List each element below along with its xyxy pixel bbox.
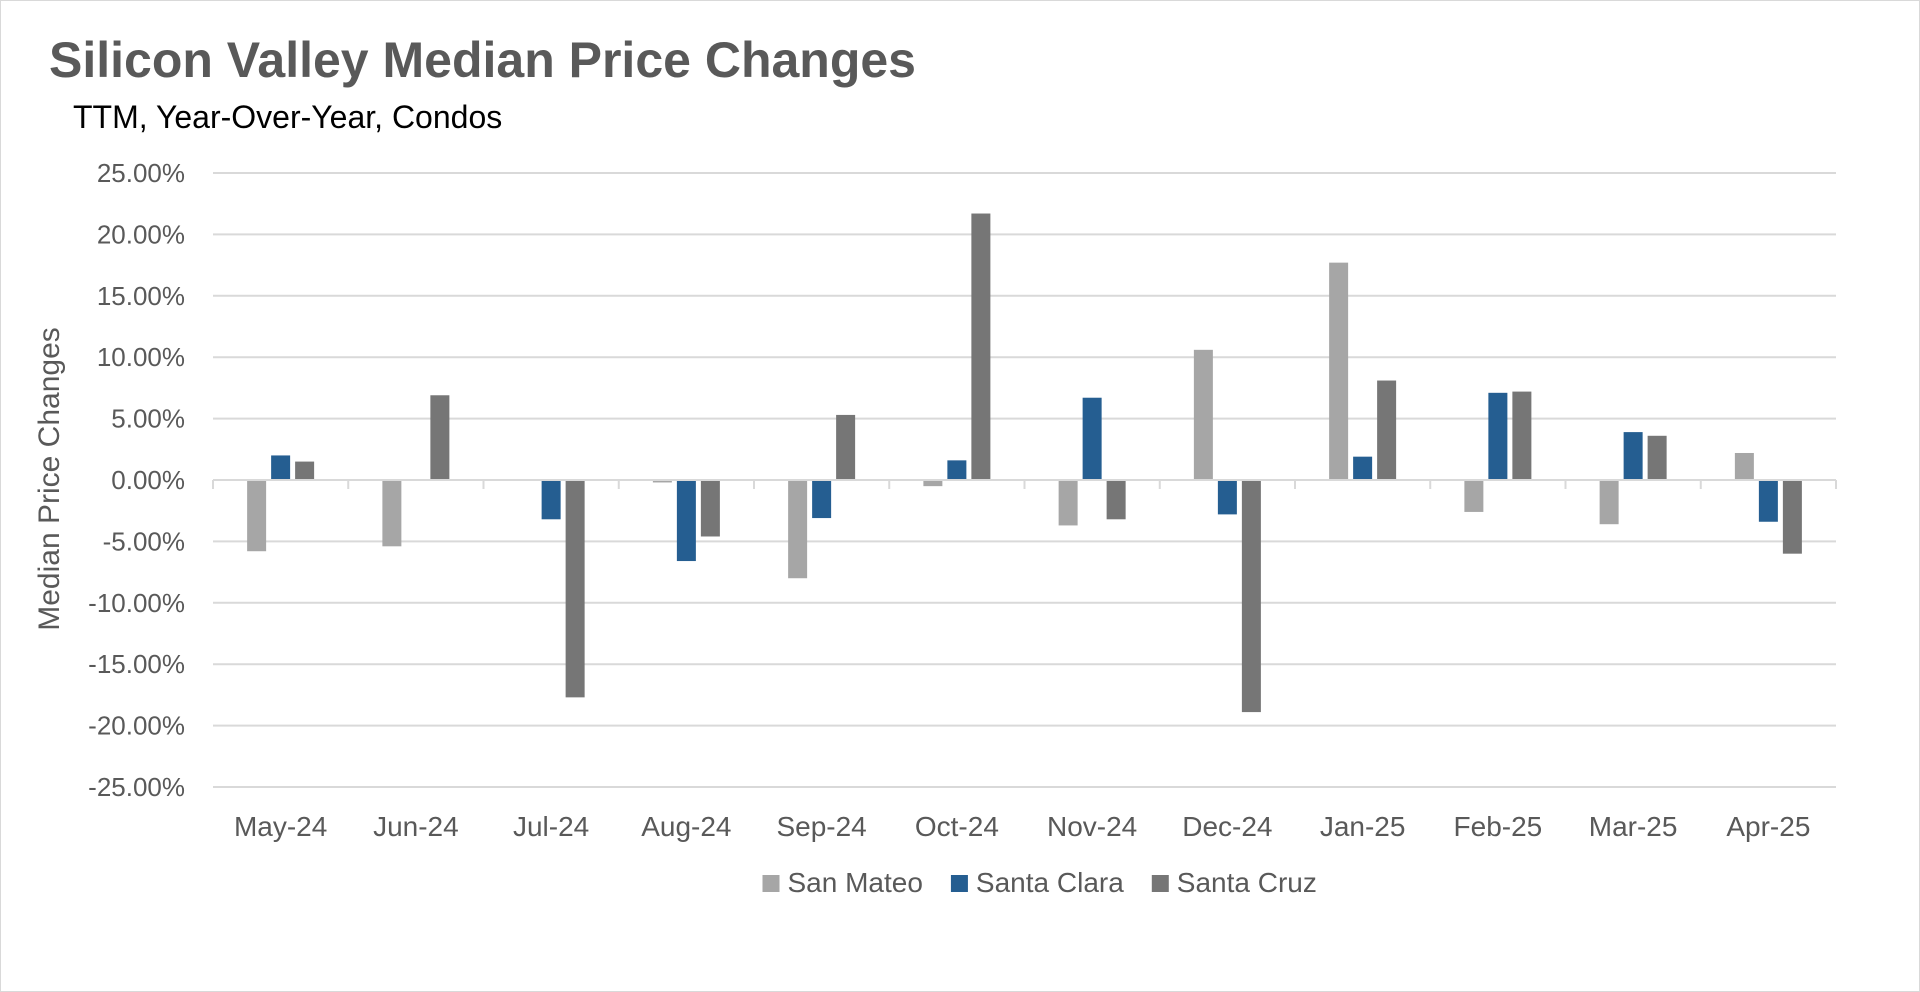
- bar-santa-cruz: [971, 213, 991, 481]
- legend-label: Santa Clara: [976, 867, 1124, 898]
- bar-santa-cruz: [1512, 391, 1532, 480]
- y-tick-label: -5.00%: [103, 526, 185, 556]
- bar-santa-cruz: [1647, 435, 1667, 480]
- y-tick-label: -25.00%: [88, 772, 185, 802]
- bar-san-mateo: [1193, 349, 1213, 480]
- bar-santa-cruz: [1241, 480, 1261, 713]
- x-tick-label: Sep-24: [776, 811, 866, 842]
- bar-santa-cruz: [1377, 380, 1397, 480]
- bar-san-mateo: [923, 480, 943, 487]
- bar-santa-clara: [812, 480, 832, 519]
- x-tick-label: Jan-25: [1320, 811, 1406, 842]
- legend-swatch: [950, 875, 968, 892]
- bar-santa-cruz: [836, 414, 856, 480]
- bar-santa-cruz: [565, 480, 585, 698]
- legend-label: Santa Cruz: [1177, 867, 1317, 898]
- y-tick-label: 20.00%: [97, 219, 185, 249]
- x-tick-label: Mar-25: [1589, 811, 1678, 842]
- y-tick-label: 15.00%: [97, 281, 185, 311]
- x-tick-label: Aug-24: [641, 811, 731, 842]
- legend-label: San Mateo: [788, 867, 923, 898]
- bar-santa-clara: [676, 480, 696, 562]
- x-tick-label: Jun-24: [373, 811, 459, 842]
- y-tick-label: -15.00%: [88, 649, 185, 679]
- bar-santa-cruz: [1106, 480, 1126, 520]
- bar-santa-clara: [271, 455, 291, 480]
- axes: 25.00% 20.00% 15.00% 10.00% 5.00% 0.00% -5.00%…: [88, 158, 1837, 842]
- bar-santa-clara: [1217, 480, 1237, 515]
- bar-santa-clara: [1488, 392, 1508, 480]
- chart-title: Silicon Valley Median Price Changes: [49, 32, 916, 88]
- bar-san-mateo: [1329, 262, 1349, 480]
- x-tick-label: Jul-24: [513, 811, 589, 842]
- bar-san-mateo: [1058, 480, 1078, 526]
- y-tick-label: -20.00%: [88, 711, 185, 741]
- bar-santa-cruz: [1782, 480, 1802, 554]
- legend-swatch: [1151, 875, 1169, 892]
- bar-san-mateo: [1599, 480, 1619, 525]
- y-tick-label: -10.00%: [88, 588, 185, 618]
- bar-santa-clara: [541, 480, 561, 520]
- bar-san-mateo: [247, 480, 267, 552]
- bar-san-mateo: [1734, 452, 1754, 480]
- legend: San Mateo Santa Clara Santa Cruz: [762, 867, 1317, 898]
- bar-santa-clara: [947, 460, 967, 480]
- bar-san-mateo: [382, 480, 402, 547]
- bar-santa-cruz: [430, 395, 450, 480]
- bar-santa-clara: [1082, 397, 1102, 480]
- bars: [247, 213, 1802, 713]
- bar-santa-cruz: [295, 461, 315, 480]
- legend-swatch: [762, 875, 780, 892]
- y-axis-label: Median Price Changes: [33, 327, 66, 631]
- x-tick-label: Apr-25: [1726, 811, 1810, 842]
- bar-santa-clara: [1623, 432, 1643, 480]
- y-tick-label: 0.00%: [111, 465, 185, 495]
- x-tick-label: Dec-24: [1182, 811, 1272, 842]
- bar-santa-clara: [1758, 480, 1778, 522]
- chart-subtitle: TTM, Year-Over-Year, Condos: [73, 99, 503, 135]
- bar-san-mateo: [1464, 480, 1484, 512]
- x-tick-label: Oct-24: [915, 811, 999, 842]
- y-tick-label: 25.00%: [97, 158, 185, 188]
- x-tick-label: Feb-25: [1454, 811, 1543, 842]
- y-tick-label: 5.00%: [111, 404, 185, 434]
- bar-santa-cruz: [700, 480, 720, 537]
- x-tick-label: May-24: [234, 811, 327, 842]
- bar-san-mateo: [652, 480, 672, 483]
- y-tick-label: 10.00%: [97, 342, 185, 372]
- x-tick-label: Nov-24: [1047, 811, 1137, 842]
- bar-santa-clara: [1353, 456, 1373, 480]
- bar-san-mateo: [788, 480, 808, 579]
